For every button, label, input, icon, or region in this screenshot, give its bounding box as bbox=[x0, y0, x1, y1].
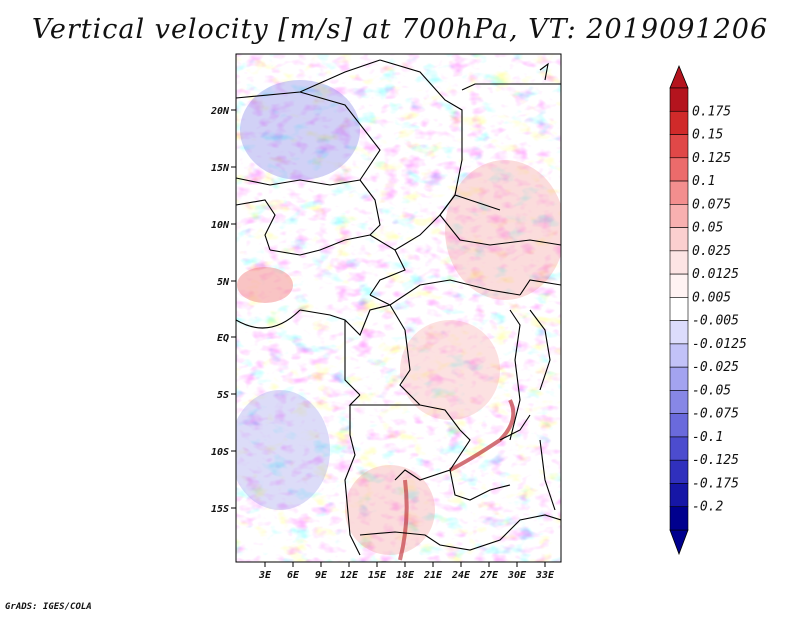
colorbar-label: -0.05 bbox=[692, 383, 731, 398]
colorbar-swatch bbox=[669, 459, 689, 484]
chart-title: Vertical velocity [m/s] at 700hPa, VT: 2… bbox=[31, 14, 769, 45]
lat-label: EQ bbox=[217, 333, 229, 344]
colorbar-swatch bbox=[669, 343, 689, 368]
colorbar-label: -0.175 bbox=[692, 476, 739, 491]
lat-label: 15N bbox=[211, 163, 230, 174]
map-frame bbox=[235, 53, 562, 563]
lon-label: 9E bbox=[315, 570, 328, 581]
lat-label: 5S bbox=[217, 390, 229, 401]
lat-label: 5N bbox=[217, 277, 230, 288]
colorbar-label: 0.125 bbox=[692, 151, 731, 166]
colorbar-swatch bbox=[669, 297, 689, 321]
lon-label: 30E bbox=[507, 570, 527, 581]
colorbar-label: 0.05 bbox=[692, 221, 723, 236]
lon-label: 21E bbox=[423, 570, 443, 581]
colorbar-label: 0.005 bbox=[692, 290, 731, 305]
lat-label: 10N bbox=[211, 220, 230, 231]
colorbar-label: 0.175 bbox=[692, 104, 731, 119]
colorbar-label: -0.2 bbox=[692, 500, 723, 515]
colorbar-swatch bbox=[669, 204, 689, 228]
lat-label: 10S bbox=[211, 447, 229, 458]
colorbar-swatch bbox=[669, 110, 689, 135]
colorbar-swatch bbox=[669, 436, 689, 461]
lon-axis: 3E 6E 9E 12E 15E 18E 21E 24E 27E 30E 33E bbox=[258, 562, 555, 581]
colorbar-swatch bbox=[669, 250, 689, 275]
colorbar-label: -0.1 bbox=[692, 430, 723, 445]
colorbar-swatch bbox=[669, 157, 689, 182]
colorbar-swatch bbox=[669, 390, 689, 414]
lon-label: 24E bbox=[451, 570, 471, 581]
lon-label: 12E bbox=[340, 570, 359, 581]
colorbar-swatch bbox=[669, 87, 689, 112]
colorbar-swatch bbox=[669, 506, 689, 531]
colorbar-swatch bbox=[669, 134, 689, 159]
colorbar-swatch bbox=[669, 483, 689, 508]
colorbar-label: -0.125 bbox=[692, 453, 739, 468]
colorbar-label: -0.005 bbox=[692, 314, 739, 329]
colorbar-swatch bbox=[669, 320, 689, 345]
grads-credit: GrADS: IGES/COLA bbox=[5, 602, 92, 612]
lon-label: 27E bbox=[479, 570, 499, 581]
colorbar-top-triangle bbox=[669, 64, 689, 89]
colorbar-swatch bbox=[669, 180, 689, 205]
lon-label: 15E bbox=[368, 570, 387, 581]
lon-label: 3E bbox=[258, 570, 272, 581]
colorbar-label: 0.025 bbox=[692, 244, 731, 259]
colorbar: 0.175 0.15 0.125 0.1 0.075 0.05 0.025 0.0125 0.0… bbox=[669, 64, 747, 556]
lat-label: 20N bbox=[210, 106, 230, 117]
colorbar-label: 0.075 bbox=[692, 197, 731, 212]
lon-label: 6E bbox=[287, 570, 300, 581]
colorbar-swatch bbox=[669, 227, 689, 252]
colorbar-bottom-triangle bbox=[669, 529, 689, 556]
lat-label: 15S bbox=[211, 504, 229, 515]
colorbar-swatch bbox=[669, 366, 689, 391]
colorbar-swatch bbox=[669, 273, 689, 298]
colorbar-swatch bbox=[669, 413, 689, 438]
lat-axis: 20N 15N 10N 5N EQ 5S 10S 15S bbox=[210, 106, 236, 515]
velocity-field bbox=[236, 54, 561, 562]
lon-label: 33E bbox=[535, 570, 555, 581]
colorbar-label: -0.0125 bbox=[692, 337, 747, 352]
colorbar-label: 0.0125 bbox=[692, 267, 739, 282]
country-borders bbox=[236, 59, 561, 556]
lon-label: 18E bbox=[396, 570, 415, 581]
colorbar-label: -0.025 bbox=[692, 360, 739, 375]
colorbar-label: 0.1 bbox=[692, 174, 715, 189]
colorbar-label: 0.15 bbox=[692, 128, 723, 143]
colorbar-label: -0.075 bbox=[692, 407, 739, 422]
